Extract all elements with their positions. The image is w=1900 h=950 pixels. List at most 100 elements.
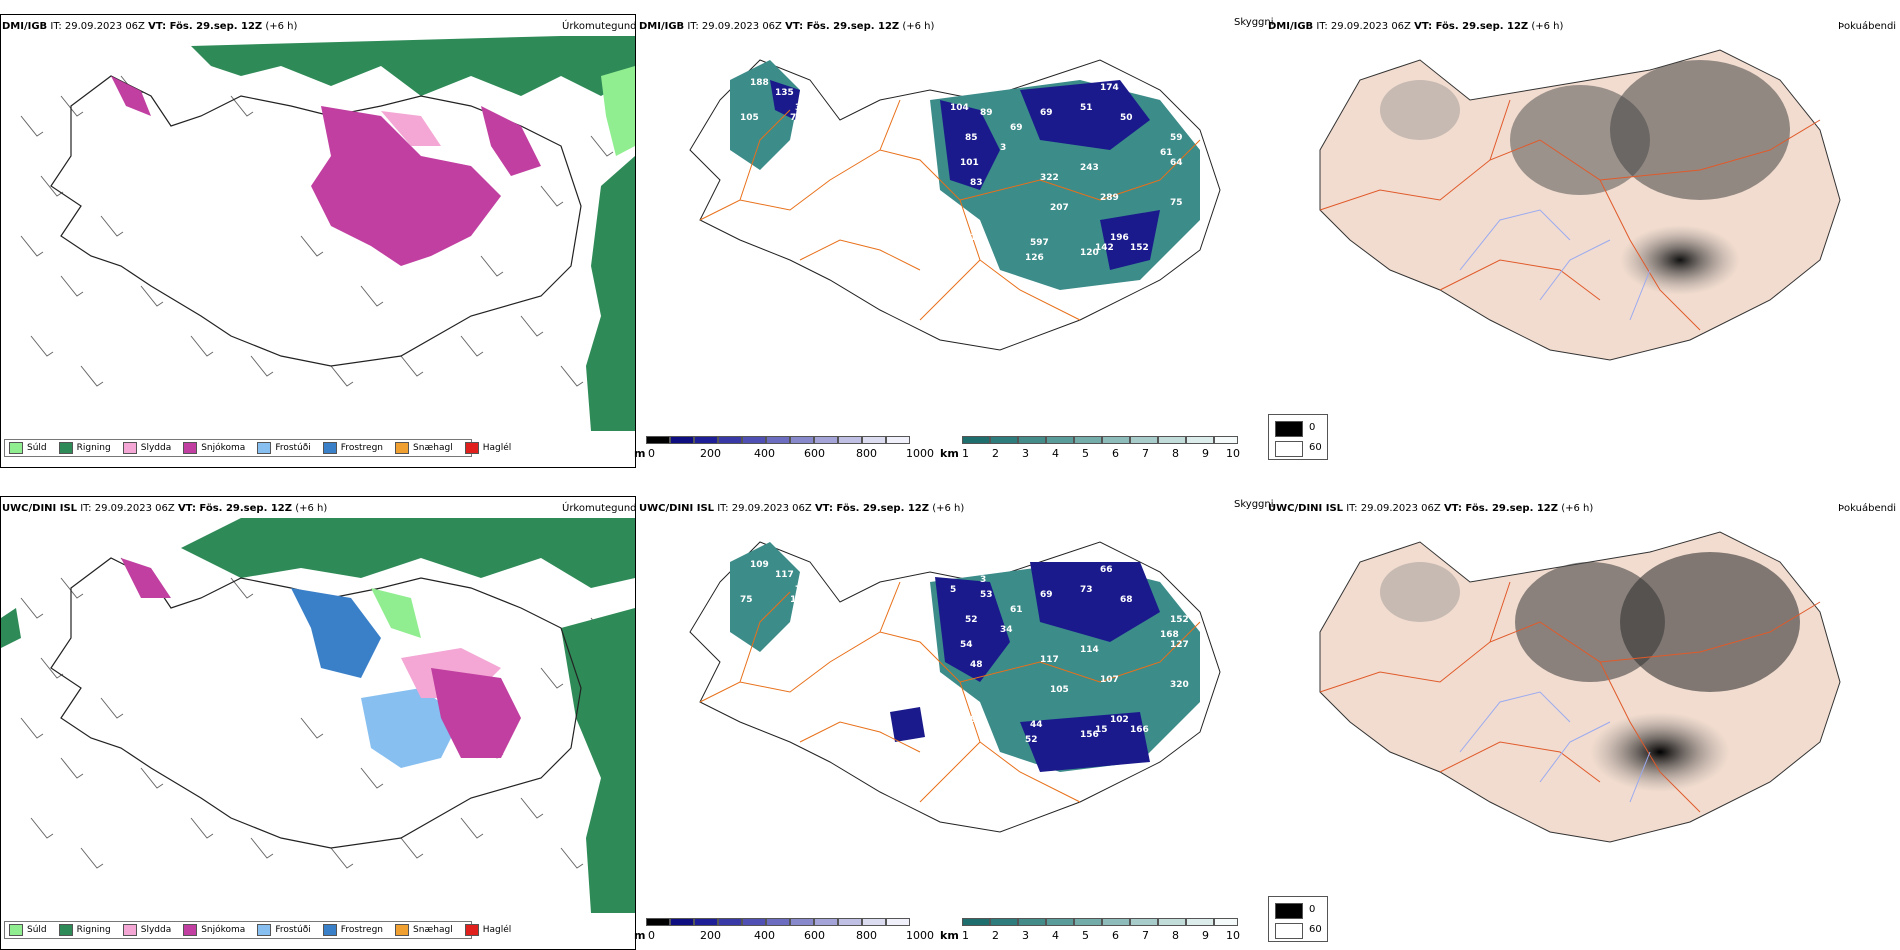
model-name: UWC/DINI ISL	[639, 503, 715, 514]
visibility-value-label: 83	[970, 178, 983, 188]
scale-cell	[1214, 918, 1238, 926]
legend-item: Rigning	[58, 924, 111, 936]
height-scale-row2: m 0 200 400 600 800 1000	[634, 918, 938, 944]
fog-map-row1[interactable]	[1300, 40, 1900, 420]
vis-scale-row1: km 1 2 3 4 5 6 7 8 9 10	[940, 436, 1240, 462]
visibility-value-label: 96	[970, 715, 983, 725]
scale-cell	[718, 918, 742, 926]
iceland-outline	[50, 75, 582, 367]
scale-cell	[1046, 436, 1074, 444]
visibility-value-label: 4	[760, 183, 766, 193]
legend-label: Frostúði	[275, 925, 311, 935]
visibility-value-label: 289	[1100, 193, 1119, 203]
height-tick: 600	[804, 929, 825, 942]
visibility-value-label: 52	[965, 615, 978, 625]
road-network	[699, 99, 1201, 321]
lead-time: (+6 h)	[932, 503, 965, 514]
river-network	[1459, 209, 1651, 321]
scale-cell	[694, 918, 718, 926]
vis-tick: 10	[1226, 447, 1240, 460]
legend-swatch	[9, 924, 23, 936]
visibility-value-label: 79	[795, 585, 808, 595]
precip-title-row1: Úrkomutegund	[562, 21, 637, 32]
snow-area-central	[311, 106, 501, 266]
vis-scale-row2: km 1 2 3 4 5 6 7 8 9 10	[940, 918, 1240, 944]
precip-header-row1: DMI/IGB IT: 29.09.2023 06Z VT: Fös. 29.s…	[2, 21, 297, 33]
snow-area-northwest	[121, 558, 171, 598]
visibility-value-label: 114	[1080, 645, 1099, 655]
visibility-value-label: 52	[1025, 735, 1038, 745]
terrain-map-row2[interactable]: 109 117 75 79 5 53 69 73 68 66 61 52 54 48 117 114 152 16…	[680, 522, 1260, 902]
legend-item: Rigning	[58, 442, 111, 454]
visibility-value-label: 64	[1170, 158, 1183, 168]
scale-cell	[670, 918, 694, 926]
precip-legend-row2: Súld Rigning Slydda Snjókoma Frostúði Fr…	[4, 921, 511, 939]
visibility-value-label: 51	[1080, 103, 1093, 113]
visibility-value-label: 53	[980, 590, 993, 600]
fog-patch	[1610, 60, 1790, 200]
legend-swatch	[464, 924, 479, 936]
road-network	[1319, 581, 1821, 813]
visibility-value-label: 122	[800, 163, 819, 173]
visibility-value-label: 142	[1095, 243, 1114, 253]
rain-area-north	[181, 518, 635, 588]
model-name: UWC/DINI ISL	[2, 503, 78, 514]
fog-map-row2[interactable]	[1300, 522, 1900, 902]
visibility-value-label: 73	[1080, 585, 1093, 595]
legend-swatch	[464, 442, 479, 454]
legend-item: Frostúði	[257, 924, 311, 936]
sleet-area	[381, 111, 441, 146]
scale-cell	[962, 918, 990, 926]
vis-tick: 9	[1202, 447, 1209, 460]
vis-low-area-2	[1030, 562, 1160, 642]
init-time: IT: 29.09.2023 06Z	[1346, 503, 1441, 514]
legend-swatch	[9, 442, 23, 454]
visibility-value-label: 61	[1160, 148, 1173, 158]
frzrain-area	[291, 588, 381, 678]
scale-cell	[814, 918, 838, 926]
scale-cell	[838, 918, 862, 926]
precip-map-row1[interactable]	[1, 36, 635, 431]
legend-item: Haglél	[464, 924, 512, 936]
snow-area-northwest	[111, 76, 151, 116]
scale-cell	[1186, 918, 1214, 926]
vis-tick: 10	[1226, 929, 1240, 942]
visibility-value-label: 61	[1010, 605, 1023, 615]
vis-unit: km	[940, 929, 959, 942]
fog-patch	[1620, 225, 1740, 295]
cloud-swatch-dark	[1275, 903, 1303, 919]
scale-cell	[1018, 918, 1046, 926]
fog-patch	[1380, 80, 1460, 140]
cloud-label: 60	[1309, 924, 1322, 935]
iceland-outline	[50, 557, 582, 849]
height-unit: m	[634, 929, 646, 942]
scale-cell	[670, 436, 694, 444]
scale-cell	[862, 436, 886, 444]
fog-title-row2: Þokuábendi	[1838, 503, 1897, 514]
legend-swatch	[395, 442, 410, 454]
height-tick: 400	[754, 447, 775, 460]
visibility-value-label: 3	[1000, 143, 1006, 153]
scale-cell	[646, 918, 670, 926]
lead-time: (+6 h)	[902, 21, 935, 32]
legend-label: Slydda	[140, 443, 172, 453]
visibility-value-label: 5	[950, 585, 956, 595]
scale-cell	[742, 436, 766, 444]
legend-swatch	[58, 442, 73, 454]
vis-tick: 2	[992, 929, 999, 942]
legend-item: Frostregn	[322, 924, 383, 936]
init-time: IT: 29.09.2023 06Z	[1316, 21, 1411, 32]
visibility-value-label: 207	[1050, 203, 1069, 213]
legend-label: Haglél	[482, 925, 512, 935]
scale-cell	[1158, 436, 1186, 444]
visibility-value-label: 75	[1170, 198, 1183, 208]
vis-tick: 7	[1142, 929, 1149, 942]
legend-label: Rigning	[76, 443, 111, 453]
height-tick: 200	[700, 929, 721, 942]
valid-time: VT: Fös. 29.sep. 12Z	[1414, 21, 1529, 32]
precip-map-row2[interactable]	[1, 518, 635, 913]
visibility-value-label: 69	[1040, 590, 1053, 600]
terrain-map-row1[interactable]: 188 135 105 311 104 89 69 51 50 174 69 85 101 83 322 24…	[680, 40, 1260, 420]
visibility-value-label: 54	[960, 640, 973, 650]
vis-unit: km	[940, 447, 959, 460]
